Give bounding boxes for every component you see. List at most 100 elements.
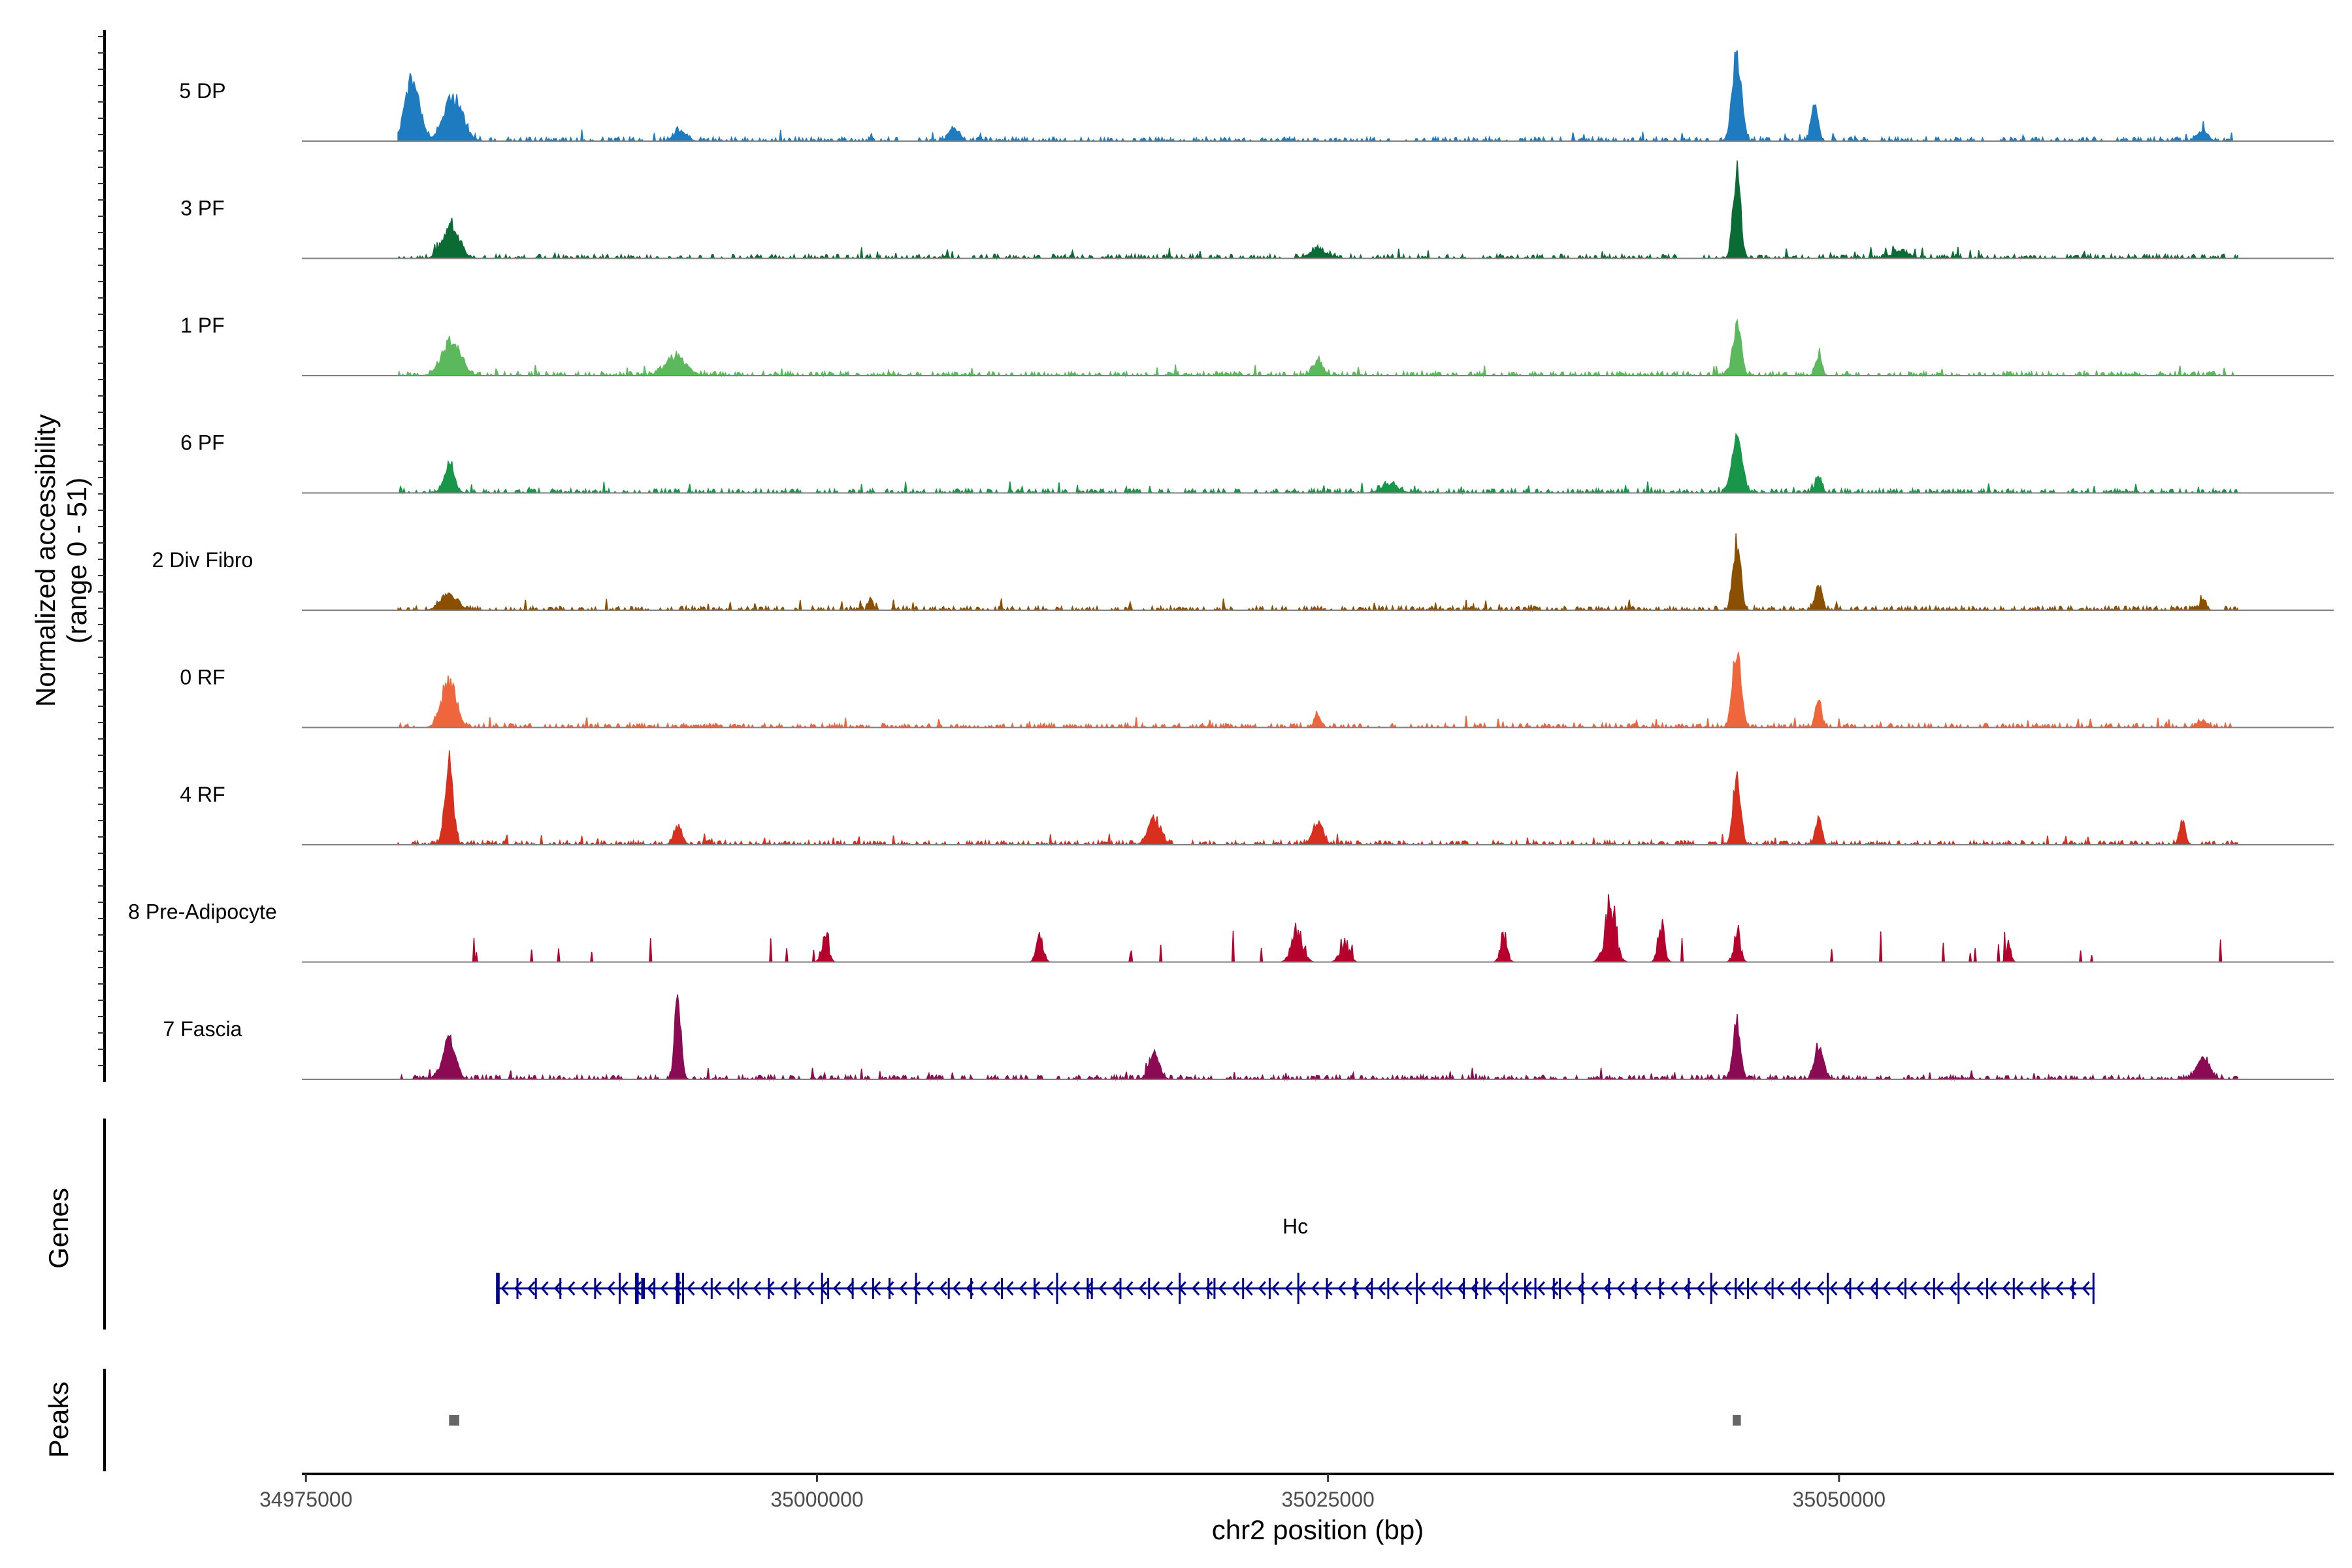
gene-exon xyxy=(635,1273,639,1304)
track-labels: 5 DP 3 PF 1 PF 6 PF 2 Div Fibro 0 RF 4 RF 8 Pre… xyxy=(128,79,277,1041)
track-0-rf xyxy=(302,651,2334,730)
gene-exon xyxy=(594,1278,596,1299)
coverage-area xyxy=(397,50,2238,143)
strand-arrow xyxy=(660,1281,668,1296)
track-label: 7 Fascia xyxy=(163,1017,242,1041)
strand-arrow xyxy=(1125,1281,1134,1296)
gene-exon xyxy=(619,1273,621,1304)
strand-arrow xyxy=(926,1281,934,1296)
gene-exon xyxy=(1148,1278,1151,1299)
strand-arrow xyxy=(1909,1281,1918,1296)
strand-arrow xyxy=(859,1281,868,1296)
gene-exon xyxy=(1933,1278,1935,1299)
gene-exon xyxy=(641,1278,645,1299)
strand-arrow xyxy=(2029,1281,2037,1296)
peak-region xyxy=(1733,1415,1741,1426)
track-7-fascia xyxy=(302,994,2334,1081)
strand-arrow xyxy=(1643,1281,1652,1296)
gene-exon xyxy=(1876,1278,1878,1299)
strand-arrow xyxy=(1377,1281,1386,1296)
track-1-pf xyxy=(302,318,2334,378)
peaks-track-title: Peaks xyxy=(43,1382,74,1458)
strand-arrow xyxy=(1670,1281,1678,1296)
coverage-tracks xyxy=(302,50,2334,1081)
strand-arrow xyxy=(1895,1281,1904,1296)
strand-arrow xyxy=(2002,1281,2010,1296)
gene-exon xyxy=(851,1278,854,1299)
strand-arrow xyxy=(1789,1281,1798,1296)
gene-exon xyxy=(676,1273,680,1304)
strand-arrow xyxy=(1537,1281,1546,1296)
gene-exon xyxy=(1090,1278,1093,1299)
strand-arrow xyxy=(1444,1281,1452,1296)
track-2-div-fibro xyxy=(302,533,2334,612)
strand-arrow xyxy=(1298,1281,1306,1296)
strand-arrow xyxy=(846,1281,855,1296)
strand-arrow xyxy=(886,1281,894,1296)
strand-arrow xyxy=(873,1281,881,1296)
strand-arrow xyxy=(540,1281,549,1296)
x-tick-label: 35025000 xyxy=(1281,1488,1374,1511)
strand-arrow xyxy=(899,1281,907,1296)
gene-exon xyxy=(1297,1273,1299,1304)
strand-arrow xyxy=(1258,1281,1266,1296)
gene-exon xyxy=(1440,1278,1443,1299)
y-axis-title-line1: Normalized accessibility xyxy=(30,414,61,707)
gene-exon xyxy=(1904,1278,1906,1299)
strand-arrow xyxy=(1989,1281,1997,1296)
strand-arrow xyxy=(1962,1281,1970,1296)
gene-exon xyxy=(794,1278,796,1299)
gene-exon xyxy=(1268,1278,1271,1299)
gene-exon xyxy=(1119,1278,1122,1299)
strand-arrow xyxy=(1511,1281,1519,1296)
strand-arrow xyxy=(1563,1281,1572,1296)
gene-hc: Hc xyxy=(496,1215,2095,1304)
gene-exon xyxy=(970,1278,973,1299)
strand-arrow xyxy=(939,1281,947,1296)
strand-arrow xyxy=(806,1281,815,1296)
strand-arrow xyxy=(1284,1281,1293,1296)
strand-arrow xyxy=(1484,1281,1492,1296)
gene-exon xyxy=(1659,1278,1661,1299)
gene-exon xyxy=(1559,1278,1561,1299)
strand-arrow xyxy=(1112,1281,1120,1296)
gene-exon xyxy=(915,1273,917,1304)
gene-exon xyxy=(1242,1278,1245,1299)
x-tick-label: 35050000 xyxy=(1793,1488,1886,1511)
strand-arrow xyxy=(1045,1281,1054,1296)
strand-arrow xyxy=(620,1281,629,1296)
gene-exon xyxy=(2072,1278,2074,1299)
gene-exon xyxy=(534,1278,537,1299)
gene-exon xyxy=(1957,1273,1960,1304)
track-label: 3 PF xyxy=(180,197,225,220)
track-5-dp xyxy=(302,50,2334,143)
strand-arrow xyxy=(1072,1281,1081,1296)
gene-exon xyxy=(872,1278,874,1299)
strand-arrow xyxy=(1590,1281,1599,1296)
coverage-area xyxy=(398,433,2238,495)
gene-exon xyxy=(1688,1278,1690,1299)
x-axis-title: chr2 position (bp) xyxy=(1212,1514,1424,1545)
strand-arrow xyxy=(1497,1281,1506,1296)
gene-exon xyxy=(1827,1273,1829,1304)
strand-arrow xyxy=(992,1281,1001,1296)
track-4-rf xyxy=(302,750,2334,847)
strand-arrow xyxy=(2055,1281,2064,1296)
track-3-pf xyxy=(302,160,2334,261)
gene-exon xyxy=(1710,1273,1712,1304)
gene-exon xyxy=(1505,1273,1508,1304)
strand-arrow xyxy=(514,1281,523,1296)
gene-exon xyxy=(559,1278,562,1299)
strand-arrow xyxy=(1404,1281,1413,1296)
peak-region xyxy=(449,1415,459,1426)
strand-arrow xyxy=(1829,1281,1838,1296)
coverage-area xyxy=(397,533,2238,612)
gene-exon xyxy=(1552,1278,1555,1299)
strand-arrow xyxy=(727,1281,735,1296)
gene-exon xyxy=(1326,1278,1328,1299)
coverage-area xyxy=(397,318,2238,378)
gene-exon xyxy=(1416,1273,1418,1304)
gene-exon xyxy=(1475,1278,1477,1299)
gene-exon xyxy=(947,1278,950,1299)
peaks-track xyxy=(449,1415,1741,1426)
